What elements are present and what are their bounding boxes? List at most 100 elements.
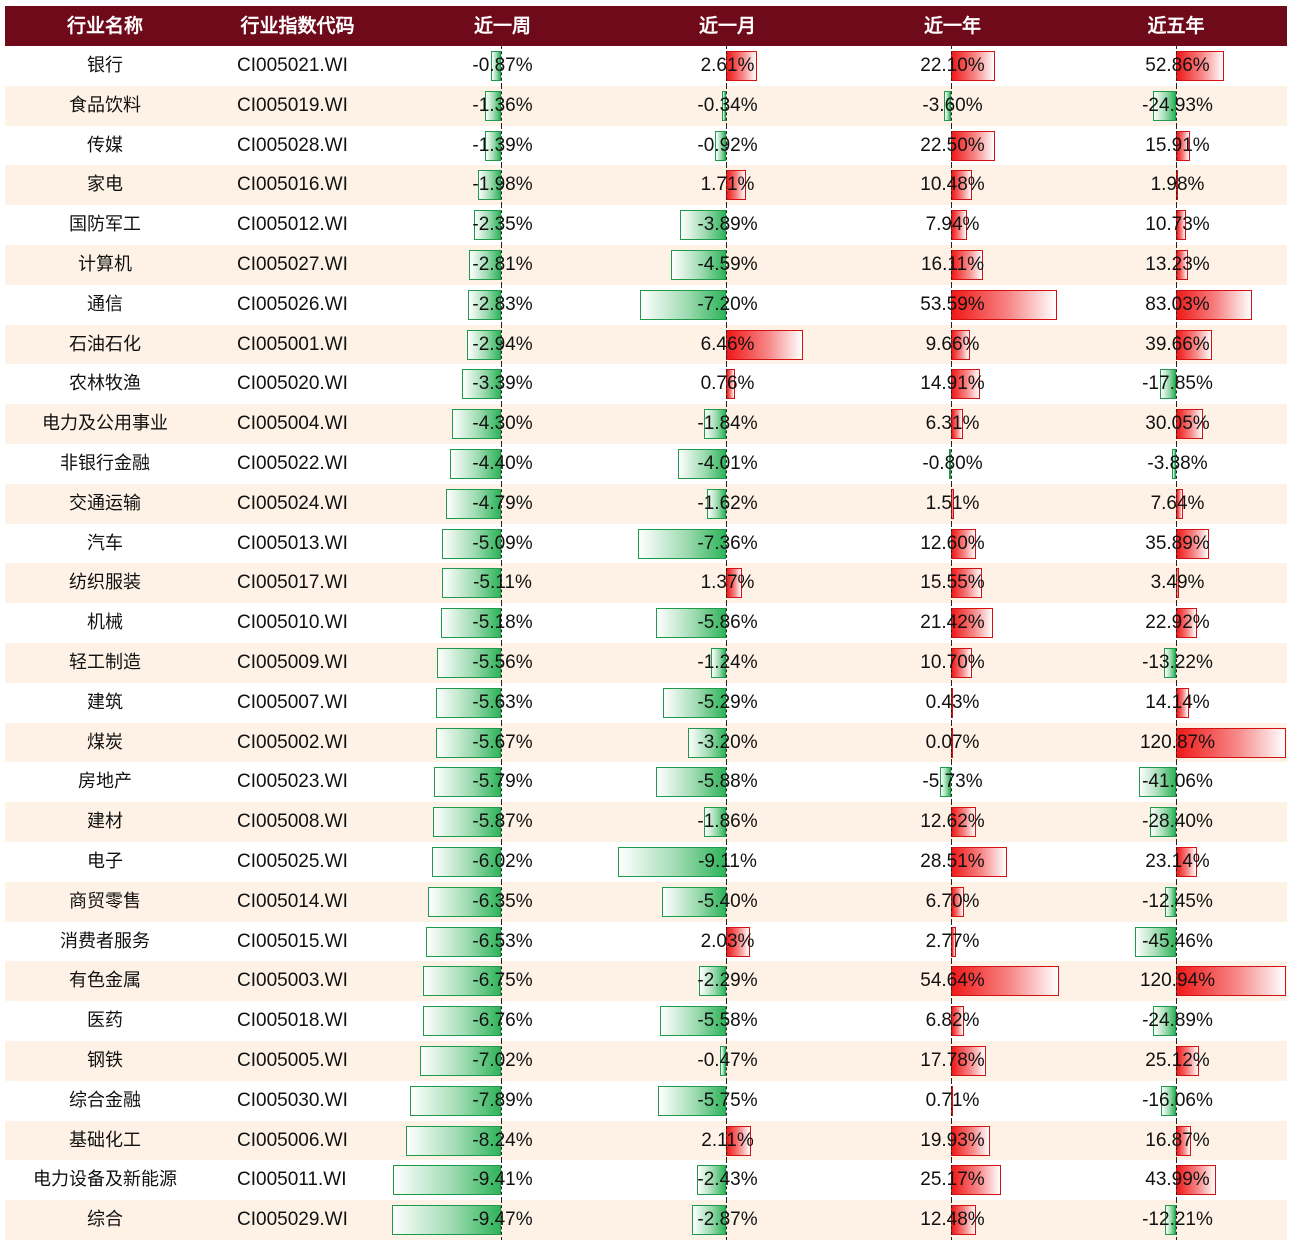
cell-year: 19.93% [840, 1120, 1065, 1161]
table-row: 综合金融 CI005030.WI -7.89% -5.75% 0.71% -16.06% [5, 1080, 1287, 1121]
index-code: CI005005.WI [237, 1050, 348, 1071]
value-label-five-year: -13.22% [1142, 652, 1213, 673]
value-label-month: 1.71% [700, 174, 755, 196]
zero-line [951, 483, 952, 524]
table-row: 家电 CI005016.WI -1.98% 1.71% 10.48% 1.98% [5, 165, 1287, 206]
zero-line [951, 404, 952, 444]
zero-line [726, 921, 727, 962]
zero-line [501, 1200, 502, 1240]
value-label-five-year: 3.49% [1150, 572, 1205, 594]
data-bar-year [939, 767, 951, 798]
cell-year: 28.51% [840, 842, 1065, 882]
index-code: CI005025.WI [237, 851, 348, 872]
index-code: CI005026.WI [237, 293, 348, 315]
zero-line [726, 722, 727, 763]
data-bar-month [617, 847, 726, 877]
zero-line [951, 881, 952, 922]
value-label-five-year: 120.94% [1139, 970, 1215, 992]
zero-line [1176, 1080, 1177, 1121]
index-code: CI005011.WI [237, 1169, 347, 1191]
zero-line [1176, 284, 1177, 325]
cell-week: -5.79% [390, 762, 615, 803]
cell-five-year: -24.89% [1065, 1001, 1290, 1041]
zero-line [951, 762, 952, 803]
data-bar-five-year [1164, 1205, 1176, 1236]
header-month: 近一月 [698, 15, 756, 37]
industry-name: 消费者服务 [60, 930, 150, 952]
index-code: CI005019.WI [237, 94, 348, 116]
zero-line [501, 1160, 502, 1201]
index-code: CI005009.WI [237, 652, 348, 673]
zero-line [501, 842, 502, 882]
data-bar-five-year [1164, 886, 1176, 917]
industry-name: 农林牧渔 [69, 373, 141, 395]
table-row: 电力设备及新能源 CI005011.WI -9.41% -2.43% 25.17% 43.… [5, 1160, 1287, 1201]
cell-year: 17.78% [840, 1041, 1065, 1081]
cell-month: -5.75% [615, 1080, 840, 1121]
index-code: CI005028.WI [237, 134, 348, 156]
value-label-year: -5.73% [922, 771, 983, 793]
value-label-week: -9.41% [472, 1169, 533, 1191]
industry-name: 商贸零售 [69, 890, 141, 912]
industry-name: 交通运输 [69, 492, 141, 514]
zero-line [501, 205, 502, 245]
value-label-year: 10.70% [920, 652, 985, 673]
data-bar-week [431, 847, 501, 877]
value-label-year: 22.10% [920, 55, 985, 76]
value-label-five-year: 23.14% [1145, 851, 1210, 872]
index-code: CI005001.WI [237, 333, 348, 355]
value-label-five-year: 1.98% [1150, 174, 1205, 196]
zero-line [951, 523, 952, 564]
value-label-five-year: 14.14% [1145, 691, 1210, 713]
zero-line [501, 125, 502, 166]
cell-year: 16.11% [840, 245, 1065, 285]
value-label-week: -5.87% [472, 811, 533, 833]
zero-line [1176, 1120, 1177, 1161]
zero-line [501, 1001, 502, 1041]
data-bar-week [435, 727, 501, 758]
zero-line [726, 1001, 727, 1041]
cell-week: -5.09% [390, 523, 615, 564]
cell-year: 7.94% [840, 205, 1065, 245]
zero-line [951, 245, 952, 285]
value-label-year: 12.48% [920, 1209, 985, 1231]
data-bar-month [720, 1046, 726, 1076]
zero-line [501, 921, 502, 962]
cell-month: -0.34% [615, 85, 840, 126]
value-label-five-year: 43.99% [1145, 1169, 1210, 1191]
value-label-five-year: 13.23% [1145, 254, 1210, 275]
data-bar-five-year [1176, 51, 1225, 81]
value-label-year: 12.62% [920, 811, 985, 833]
cell-five-year: 15.91% [1065, 125, 1290, 166]
cell-year: 0.07% [840, 722, 1065, 763]
cell-month: -3.20% [615, 722, 840, 763]
zero-line [726, 603, 727, 643]
zero-line [726, 563, 727, 604]
value-label-week: -5.67% [472, 731, 533, 753]
data-bar-year [951, 807, 976, 838]
zero-line [726, 284, 727, 325]
header-week: 近一周 [473, 15, 531, 37]
data-bar-month [715, 130, 726, 161]
zero-line [501, 1080, 502, 1121]
value-label-five-year: 35.89% [1145, 532, 1210, 554]
cell-week: -6.02% [390, 842, 615, 882]
value-label-month: -0.92% [697, 134, 758, 156]
value-label-year: 28.51% [920, 851, 985, 872]
cell-month: -2.87% [615, 1200, 840, 1240]
value-label-year: 19.93% [920, 1129, 985, 1151]
index-code: CI005016.WI [237, 174, 348, 196]
cell-year: 25.17% [840, 1160, 1065, 1201]
data-bar-week [468, 289, 501, 320]
cell-five-year: 7.64% [1065, 483, 1290, 524]
value-label-month: -5.58% [697, 1010, 758, 1032]
index-code: CI005021.WI [237, 55, 348, 76]
cell-year: 21.42% [840, 603, 1065, 643]
data-bar-week [441, 608, 501, 639]
industry-name: 综合 [87, 1209, 123, 1231]
data-bar-five-year [1176, 329, 1213, 360]
value-label-month: -3.89% [697, 214, 758, 236]
zero-line [726, 682, 727, 723]
data-bar-month [656, 767, 726, 798]
industry-name: 房地产 [78, 771, 132, 793]
